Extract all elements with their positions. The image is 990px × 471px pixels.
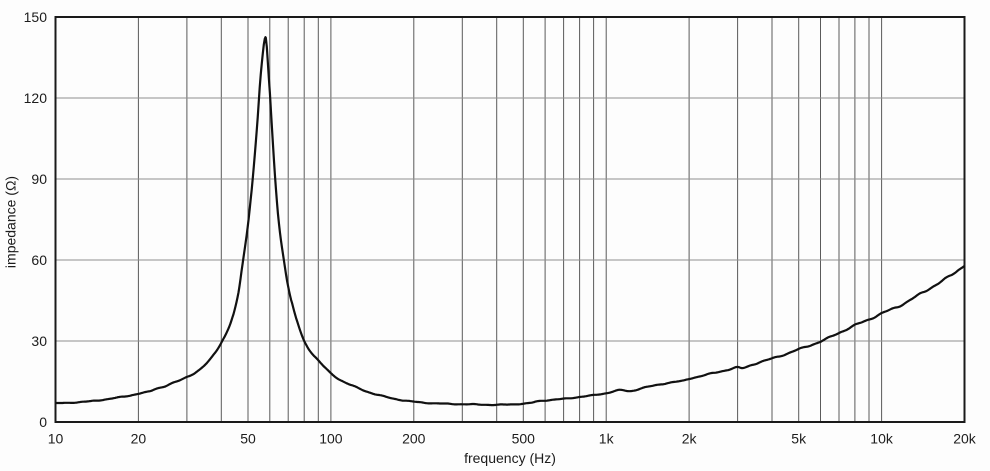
svg-text:10: 10: [48, 431, 64, 447]
svg-text:30: 30: [31, 333, 47, 349]
svg-text:20k: 20k: [953, 431, 977, 447]
svg-text:150: 150: [24, 9, 48, 25]
svg-text:5k: 5k: [791, 431, 807, 447]
svg-text:60: 60: [31, 252, 47, 268]
svg-text:2k: 2k: [682, 431, 698, 447]
svg-text:100: 100: [319, 431, 343, 447]
svg-text:50: 50: [240, 431, 256, 447]
svg-text:1k: 1k: [599, 431, 615, 447]
svg-text:500: 500: [512, 431, 536, 447]
svg-text:90: 90: [31, 171, 47, 187]
svg-text:0: 0: [39, 414, 47, 430]
svg-text:200: 200: [402, 431, 426, 447]
svg-text:frequency (Hz): frequency (Hz): [464, 450, 556, 466]
svg-text:10k: 10k: [870, 431, 894, 447]
svg-text:120: 120: [24, 90, 48, 106]
svg-text:impedance (Ω): impedance (Ω): [3, 176, 19, 268]
svg-text:20: 20: [131, 431, 147, 447]
